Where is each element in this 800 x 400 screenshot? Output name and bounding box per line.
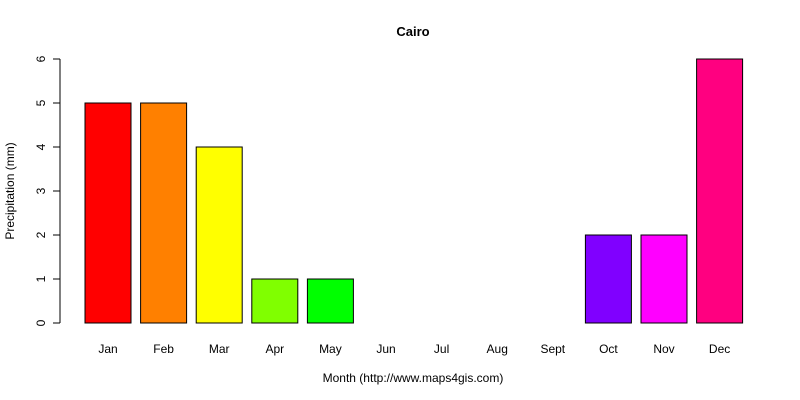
bar-apr [251, 278, 299, 324]
chart-title: Cairo [396, 24, 429, 39]
bar-nov [640, 234, 688, 324]
x-tick-label: Jul [434, 342, 449, 356]
x-tick-label: Jun [376, 342, 395, 356]
x-tick-label: Aug [487, 342, 508, 356]
y-axis: 0 1 2 3 4 5 6 [34, 55, 61, 326]
bar-oct [584, 234, 632, 324]
y-tick-label: 4 [34, 143, 48, 150]
x-tick-label: Apr [265, 342, 284, 356]
x-tick-label: Oct [599, 342, 618, 356]
bars-group [84, 58, 744, 324]
y-tick-label: 5 [34, 99, 48, 106]
y-tick-label: 3 [34, 187, 48, 194]
x-tick-label: Dec [709, 342, 730, 356]
x-tick-label: May [319, 342, 342, 356]
x-tick-label: Nov [653, 342, 674, 356]
y-tick-label: 0 [34, 319, 48, 326]
x-tick-label: Mar [209, 342, 230, 356]
y-tick-label: 2 [34, 231, 48, 238]
y-tick-label: 1 [34, 275, 48, 282]
y-axis-label: Precipitation (mm) [3, 142, 17, 239]
x-tick-labels: Jan Feb Mar Apr May Jun Jul Aug Sept Oct Nov Dec [98, 342, 730, 356]
bar-feb [140, 102, 188, 324]
bar-dec [696, 58, 744, 324]
bar-jan [84, 102, 132, 324]
x-tick-label: Feb [153, 342, 174, 356]
x-axis-label: Month (http://www.maps4gis.com) [323, 371, 504, 385]
x-tick-label: Sept [540, 342, 565, 356]
x-tick-label: Jan [98, 342, 117, 356]
bar-may [306, 278, 354, 324]
y-tick-label: 6 [34, 55, 48, 62]
bar-mar [195, 146, 243, 324]
